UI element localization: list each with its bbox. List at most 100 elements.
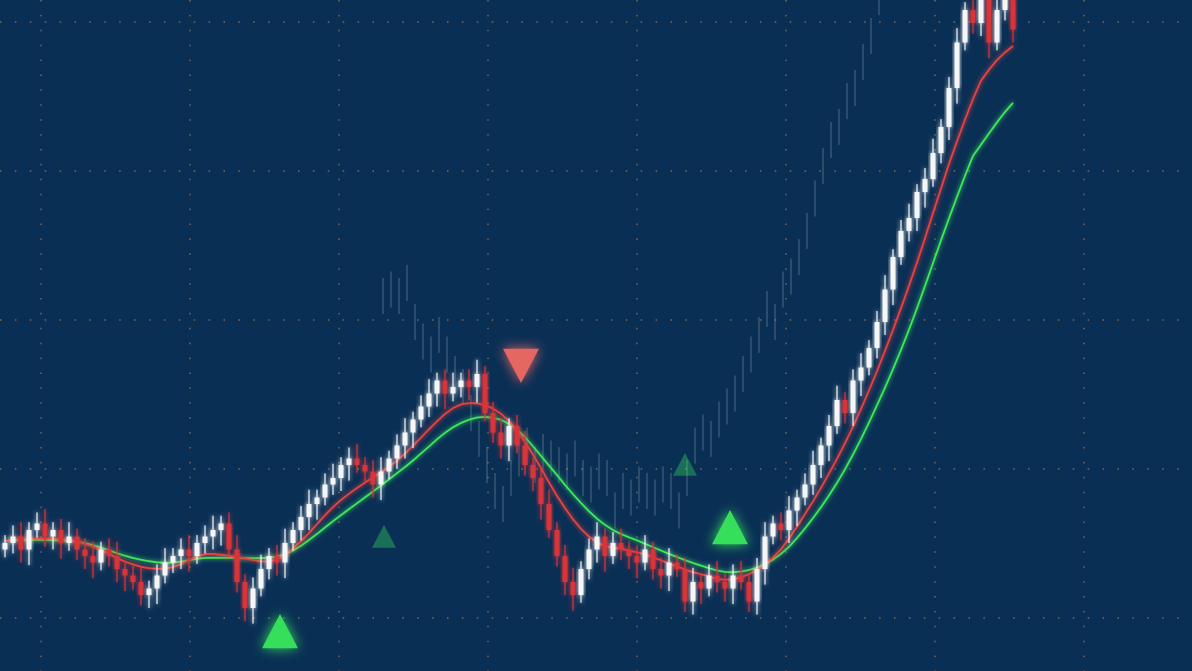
- candle-body: [218, 523, 224, 530]
- candle: [266, 548, 272, 580]
- candle-body: [866, 348, 872, 368]
- candle-body: [506, 426, 512, 446]
- candle-body: [730, 575, 736, 589]
- candle: [610, 531, 616, 564]
- candle-body: [154, 575, 160, 589]
- candle: [498, 418, 504, 459]
- candle-body: [802, 484, 808, 498]
- candle-body: [890, 257, 896, 290]
- candle: [594, 522, 600, 563]
- candle: [962, 2, 968, 51]
- candle: [362, 457, 368, 482]
- candle: [562, 544, 568, 595]
- candle: [698, 574, 704, 605]
- candle-body: [290, 530, 296, 543]
- candle-body: [754, 569, 760, 602]
- candle-body: [906, 218, 912, 231]
- candle: [818, 437, 824, 478]
- candle-body: [546, 504, 552, 530]
- candle: [626, 541, 632, 569]
- candle-body: [962, 10, 968, 43]
- candle-body: [490, 413, 496, 433]
- candle-body: [42, 523, 48, 537]
- candle-body: [834, 400, 840, 426]
- candle-body: [994, 10, 1000, 43]
- candle: [2, 535, 8, 558]
- candle: [682, 557, 688, 612]
- candle: [82, 538, 88, 569]
- candle-body: [138, 582, 144, 595]
- candle: [938, 119, 944, 164]
- candle-body: [194, 543, 200, 556]
- candle: [202, 525, 208, 554]
- candle: [802, 473, 808, 506]
- candle: [898, 219, 904, 265]
- candle-body: [34, 523, 40, 530]
- candle-body: [258, 569, 264, 589]
- candle: [50, 522, 56, 550]
- candle-body: [986, 0, 992, 43]
- candle-body: [146, 588, 152, 595]
- candle: [322, 473, 328, 506]
- candle: [554, 522, 560, 567]
- candle: [970, 0, 976, 34]
- candle: [514, 414, 520, 454]
- candle: [34, 512, 40, 538]
- candle-body: [74, 536, 80, 550]
- candle: [314, 489, 320, 520]
- candle-body: [578, 569, 584, 595]
- candle-body: [818, 445, 824, 465]
- candle-body: [458, 380, 464, 387]
- candle-body: [618, 543, 624, 550]
- candle-body: [114, 556, 120, 569]
- candle-body: [746, 582, 752, 602]
- candle: [994, 0, 1000, 51]
- candle: [762, 522, 768, 585]
- candle: [442, 369, 448, 410]
- candle: [42, 509, 48, 547]
- candle-body: [442, 380, 448, 394]
- candle-body: [338, 465, 344, 478]
- candle-body: [666, 562, 672, 576]
- candle-body: [474, 374, 480, 387]
- candle: [306, 489, 312, 530]
- candle-body: [570, 582, 576, 595]
- candle: [186, 535, 192, 572]
- candle: [386, 450, 392, 480]
- candle-body: [434, 380, 440, 394]
- candle-body: [130, 575, 136, 582]
- candle: [826, 414, 832, 462]
- candle: [74, 528, 80, 560]
- candle: [138, 567, 144, 606]
- candle: [1002, 0, 1008, 21]
- candle: [346, 447, 352, 481]
- candle: [402, 418, 408, 459]
- candle: [66, 522, 72, 551]
- candle-body: [562, 556, 568, 582]
- candle-body: [786, 510, 792, 530]
- candle: [634, 544, 640, 579]
- candle: [834, 385, 840, 434]
- candle: [466, 369, 472, 400]
- candle-body: [242, 582, 248, 608]
- candle-body: [634, 556, 640, 563]
- candle: [906, 203, 912, 242]
- candle-body: [426, 393, 432, 407]
- candle-body: [466, 380, 472, 387]
- candle: [434, 372, 440, 407]
- candle: [242, 574, 248, 621]
- candle: [914, 184, 920, 231]
- candle-body: [162, 562, 168, 576]
- candle-body: [370, 471, 376, 485]
- candle-body: [210, 530, 216, 537]
- candle-body: [610, 543, 616, 556]
- candle: [98, 541, 104, 571]
- candle: [258, 554, 264, 597]
- candle-body: [170, 556, 176, 563]
- candle-body: [850, 380, 856, 413]
- candle: [338, 457, 344, 491]
- candle-body: [594, 536, 600, 550]
- candle: [114, 541, 120, 582]
- candle-body: [674, 562, 680, 569]
